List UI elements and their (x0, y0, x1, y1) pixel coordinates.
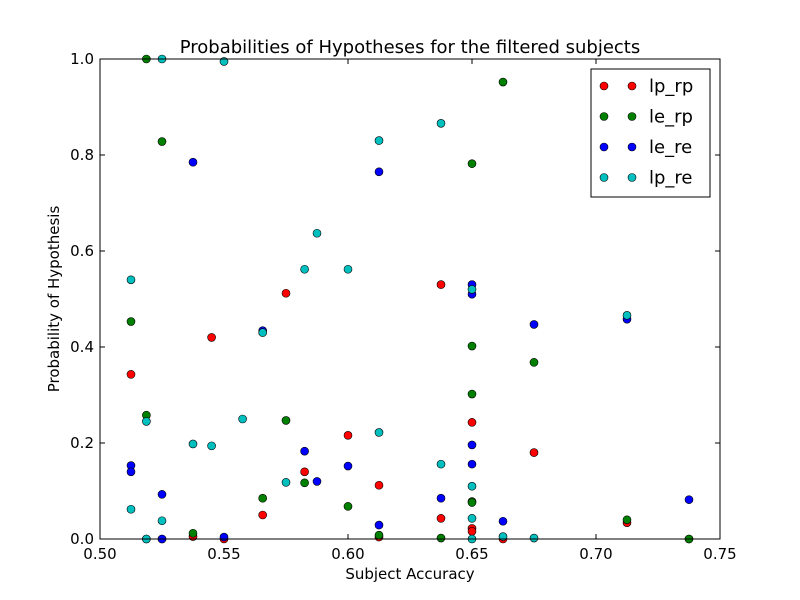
series-lp_rp (126, 280, 694, 544)
x-tick-label: 0.55 (207, 545, 240, 563)
data-point-lp_rp (374, 480, 384, 490)
data-point-le_rp (467, 498, 477, 507)
x-axis-label: Subject Accuracy (345, 565, 474, 583)
data-point-lp_rp (467, 527, 477, 536)
data-point-lp_re (281, 478, 291, 487)
data-point-lp_re (126, 504, 136, 514)
data-point-lp_re (467, 285, 477, 294)
data-point-lp_re (157, 516, 167, 526)
data-point-le_rp (281, 416, 291, 425)
data-point-le_re (498, 516, 508, 526)
x-tick-label: 0.70 (579, 545, 612, 563)
data-point-le_re (312, 477, 322, 486)
data-point-lp_re (300, 264, 309, 274)
data-point-le_rp (188, 528, 198, 538)
data-point-lp_re (258, 328, 267, 337)
data-point-le_re (219, 532, 229, 542)
y-tick-label: 0.2 (70, 434, 94, 452)
data-point-lp_re (436, 119, 446, 128)
legend-marker-lp_re (627, 173, 637, 182)
data-point-lp_re (188, 439, 198, 449)
data-point-le_rp (622, 515, 632, 525)
y-tick-label: 0.4 (70, 338, 94, 356)
data-point-le_re (188, 157, 198, 167)
data-point-le_re (684, 495, 694, 504)
legend-label-le_rp: le_rp (649, 107, 693, 128)
legend: lp_rp le_rp le_re lp_re (590, 68, 711, 198)
data-point-lp_re (142, 417, 151, 426)
data-point-le_rp (498, 77, 508, 87)
y-tick-label: 1.0 (70, 50, 94, 68)
series-lp_re (126, 54, 632, 544)
legend-marker-le_rp (599, 112, 609, 121)
chart-title: Probabilities of Hypotheses for the filt… (180, 37, 641, 58)
data-point-le_re (436, 493, 446, 503)
plot-frame (99, 58, 721, 540)
data-point-le_re (126, 467, 136, 477)
data-point-le_rp (258, 493, 267, 503)
data-point-le_re (157, 490, 167, 499)
data-point-le_rp (300, 478, 309, 488)
data-point-le_rp (157, 137, 167, 146)
data-point-lp_rp (436, 280, 446, 289)
series-le_re (126, 157, 694, 544)
data-point-le_rp (343, 502, 353, 511)
y-tick-label: 0.6 (70, 242, 94, 260)
data-point-le_rp (467, 389, 477, 399)
legend-box (590, 68, 711, 198)
data-point-lp_re (374, 428, 384, 437)
x-tick-label: 0.60 (331, 545, 364, 563)
data-point-lp_rp (529, 448, 539, 457)
data-point-lp_rp (126, 370, 136, 379)
y-tick-label: 0.8 (70, 146, 94, 164)
data-point-lp_rp (436, 514, 446, 523)
data-point-le_rp (467, 341, 477, 351)
data-point-lp_re (312, 228, 322, 238)
data-point-lp_re (343, 264, 353, 274)
data-point-lp_rp (207, 333, 216, 342)
series-le_rp (126, 54, 694, 544)
data-point-lp_re (374, 136, 384, 145)
x-tick-label: 0.50 (83, 545, 116, 563)
data-point-lp_re (207, 441, 216, 451)
data-point-lp_rp (467, 418, 477, 427)
data-point-le_rp (436, 533, 446, 543)
y-tick-label: 0.0 (70, 530, 94, 548)
data-point-le_rp (374, 530, 384, 540)
x-tick-label: 0.65 (455, 545, 488, 563)
data-point-le_re (467, 459, 477, 469)
data-point-le_rp (126, 317, 136, 326)
legend-marker-le_rp (627, 112, 637, 121)
legend-label-le_re: le_re (649, 137, 692, 158)
legend-marker-le_re (627, 142, 637, 152)
data-point-le_re (529, 320, 539, 329)
legend-label-lp_rp: lp_rp (649, 76, 693, 97)
data-point-lp_re (436, 459, 446, 469)
legend-marker-lp_rp (599, 81, 609, 91)
legend-marker-lp_re (599, 173, 609, 182)
data-point-lp_re (529, 533, 539, 543)
data-point-le_re (374, 520, 384, 530)
data-point-lp_rp (281, 288, 291, 298)
data-point-lp_re (467, 481, 477, 491)
legend-label-lp_re: lp_re (649, 168, 693, 189)
data-point-lp_re (238, 414, 247, 424)
data-point-lp_rp (258, 510, 267, 520)
data-point-le_rp (467, 159, 477, 168)
data-point-le_re (343, 461, 353, 471)
data-point-lp_rp (343, 431, 353, 440)
x-tick-label: 0.75 (703, 545, 736, 563)
data-point-le_re (300, 446, 309, 456)
data-point-lp_re (126, 275, 136, 285)
data-point-le_re (467, 440, 477, 450)
legend-marker-lp_rp (627, 81, 637, 91)
legend-marker-le_re (599, 142, 609, 152)
y-axis-label: Probability of Hypothesis (45, 206, 63, 393)
data-point-le_re (374, 167, 384, 177)
data-point-lp_re (622, 311, 632, 320)
data-point-lp_rp (300, 467, 309, 477)
data-point-le_rp (529, 358, 539, 367)
data-point-lp_re (467, 514, 477, 523)
